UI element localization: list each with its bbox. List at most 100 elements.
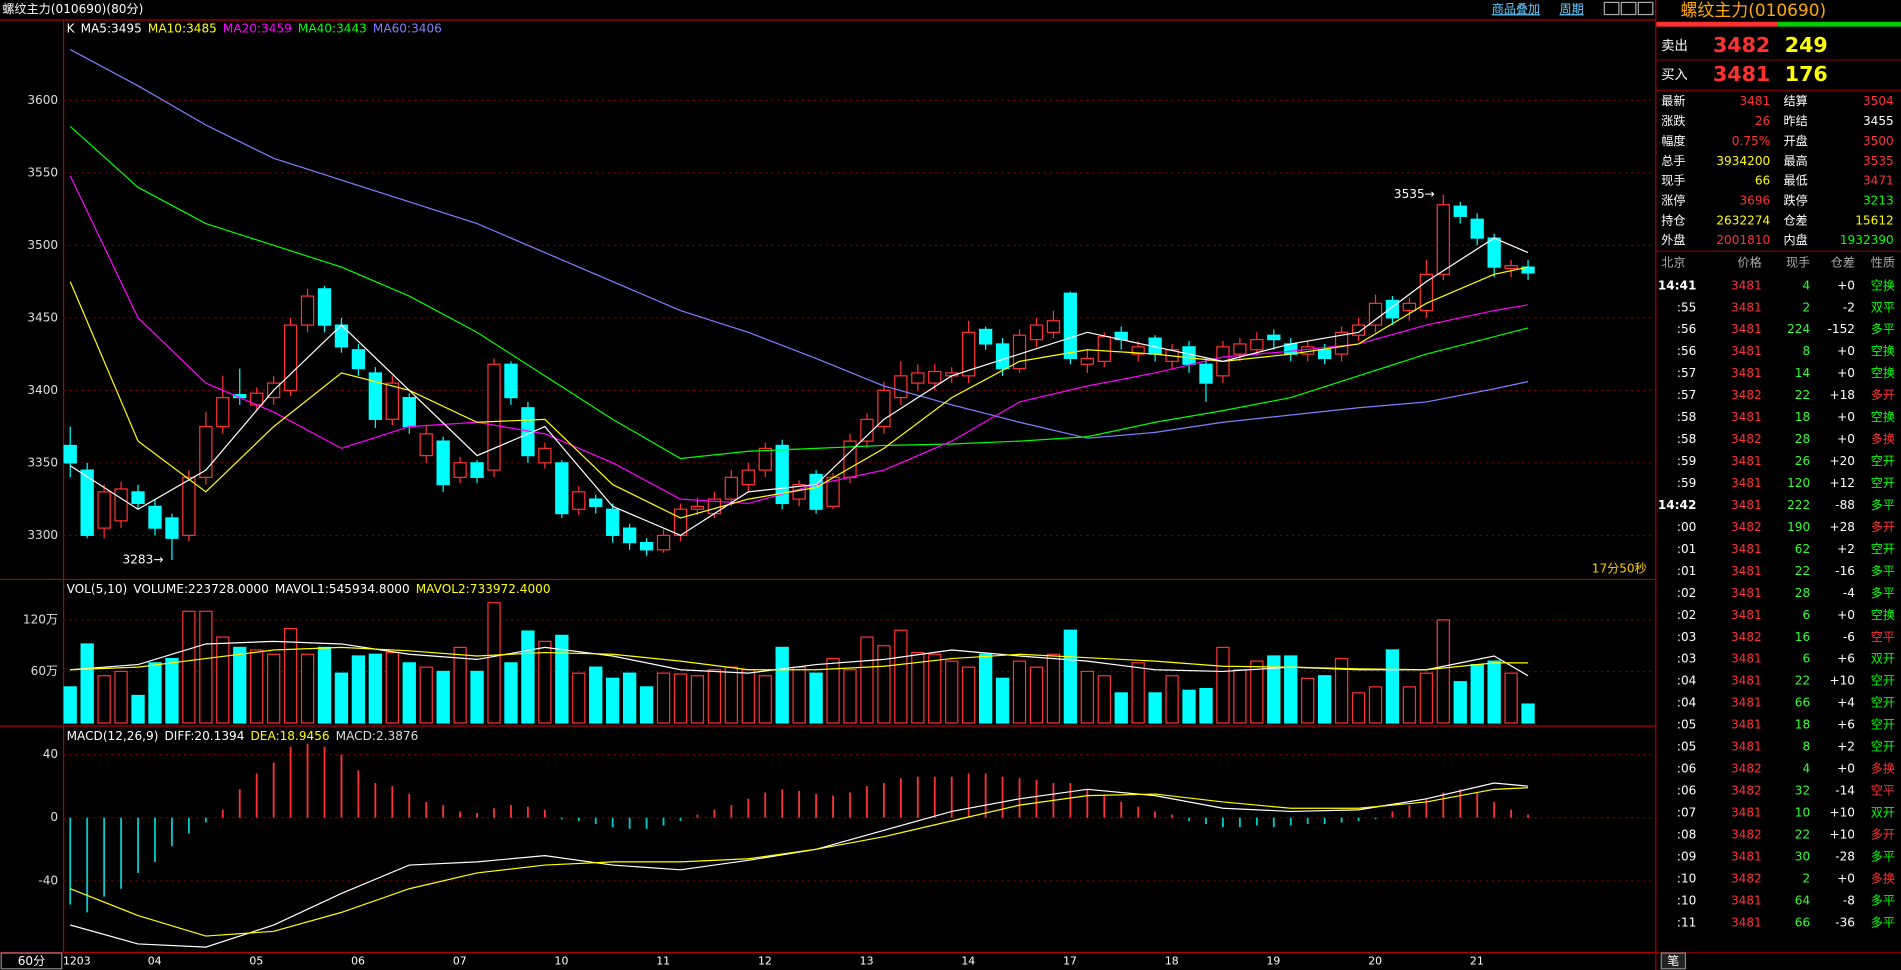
trade-volume: 10 (1795, 806, 1810, 820)
trade-price: 3481 (1731, 915, 1762, 929)
volume-bar (656, 672, 671, 724)
quote-price: 3482 (1713, 33, 1770, 57)
candle-body (80, 469, 94, 536)
volume-bar (368, 653, 383, 724)
y-tick-label: 0 (50, 810, 58, 824)
stat-value: 3481 (1739, 94, 1770, 108)
trade-nature: 空开 (1871, 542, 1895, 556)
price-annotation: 3535→ (1394, 187, 1435, 201)
trade-nature: 空开 (1871, 696, 1895, 710)
legend-item: MA20:3459 (223, 22, 292, 36)
volume-bar (639, 686, 654, 724)
trade-header: 价格 (1738, 254, 1762, 269)
zoom-button[interactable] (1620, 1, 1637, 16)
candle-body (928, 370, 942, 384)
trade-time: :59 (1677, 476, 1696, 490)
trade-price: 3481 (1731, 300, 1762, 314)
x-tick-label: 1203 (63, 955, 91, 968)
candle-body (1521, 266, 1535, 274)
zoom-button[interactable] (1603, 1, 1620, 16)
trade-nature: 空开 (1871, 718, 1895, 732)
trade-change: +0 (1837, 344, 1855, 358)
volume-bar (97, 675, 111, 724)
volume-bar (606, 677, 620, 724)
y-tick-label: 3450 (27, 310, 58, 324)
candle-body (131, 491, 145, 505)
indicator-line (69, 237, 1529, 537)
stat-value: 3471 (1863, 174, 1894, 188)
trade-price: 3481 (1731, 586, 1762, 600)
trade-time: :58 (1677, 432, 1696, 446)
x-tick-label: 20 (1368, 955, 1382, 968)
trade-price: 3481 (1731, 652, 1762, 666)
candle-body (1046, 320, 1061, 333)
trade-change: -36 (1835, 915, 1855, 929)
trade-volume: 28 (1795, 432, 1810, 446)
candle-body (1199, 363, 1213, 384)
bar-red (1656, 21, 1778, 27)
trade-time: 14:41 (1658, 278, 1696, 292)
candle-body (63, 444, 77, 464)
candle-body (317, 288, 332, 326)
volume-bar (1453, 681, 1467, 724)
trade-time: :09 (1677, 849, 1696, 863)
volume-bar (300, 653, 315, 724)
stat-value: 26 (1755, 114, 1770, 128)
volume-bar (945, 660, 959, 724)
candle-body (1470, 218, 1484, 239)
trade-volume: 66 (1795, 915, 1810, 929)
trade-volume: 22 (1795, 674, 1810, 688)
candle-body (995, 343, 1010, 370)
volume-bar (758, 675, 772, 724)
candle-body (419, 433, 433, 457)
period-label: 60分 (18, 954, 45, 968)
volume-bar (741, 669, 755, 724)
trade-time: :00 (1677, 520, 1696, 534)
trade-nature: 多平 (1871, 849, 1895, 863)
trade-price: 3481 (1731, 564, 1762, 578)
trade-time: :05 (1677, 740, 1696, 754)
trade-time: :57 (1677, 366, 1696, 380)
volume-bar (1046, 653, 1061, 724)
overlay-link[interactable]: 商品叠加 (1492, 1, 1540, 16)
trade-price: 3481 (1731, 410, 1762, 424)
tab-label: 笔 (1667, 953, 1679, 968)
trade-time: :57 (1677, 388, 1696, 402)
x-tick-label: 06 (351, 955, 365, 968)
volume-bar (1216, 646, 1230, 724)
trade-nature: 多换 (1871, 762, 1895, 776)
volume-bar (1368, 686, 1383, 724)
y-tick-label: 3500 (27, 238, 58, 252)
volume-bar (80, 643, 94, 724)
period-box[interactable] (0, 952, 63, 970)
x-tick-label: 11 (656, 955, 670, 968)
volume-bar (843, 669, 857, 724)
candle-body (1453, 205, 1467, 217)
trade-nature: 多开 (1871, 520, 1895, 534)
tab[interactable] (1660, 952, 1687, 970)
volume-bar (995, 677, 1010, 724)
trade-time: :02 (1677, 608, 1696, 622)
trade-change: +4 (1837, 696, 1855, 710)
trade-time: :10 (1677, 893, 1696, 907)
trade-nature: 空开 (1871, 674, 1895, 688)
y-tick-label: 40 (43, 747, 58, 761)
trade-nature: 空换 (1871, 366, 1895, 380)
trade-volume: 22 (1795, 564, 1810, 578)
zoom-button[interactable] (1637, 1, 1654, 16)
stat-value: 3934200 (1716, 154, 1770, 168)
trade-time: :02 (1677, 586, 1696, 600)
trade-price: 3481 (1731, 322, 1762, 336)
trade-volume: 22 (1795, 827, 1810, 841)
candle-body (1029, 324, 1044, 341)
legend-item: DIFF:20.1394 (165, 729, 245, 743)
trade-volume: 8 (1802, 740, 1810, 754)
trade-change: +12 (1829, 476, 1855, 490)
trade-nature: 双开 (1871, 652, 1895, 666)
trade-nature: 多开 (1871, 827, 1895, 841)
trade-time: :03 (1677, 630, 1696, 644)
period-link[interactable]: 周期 (1560, 2, 1584, 16)
candle-body (741, 469, 755, 486)
